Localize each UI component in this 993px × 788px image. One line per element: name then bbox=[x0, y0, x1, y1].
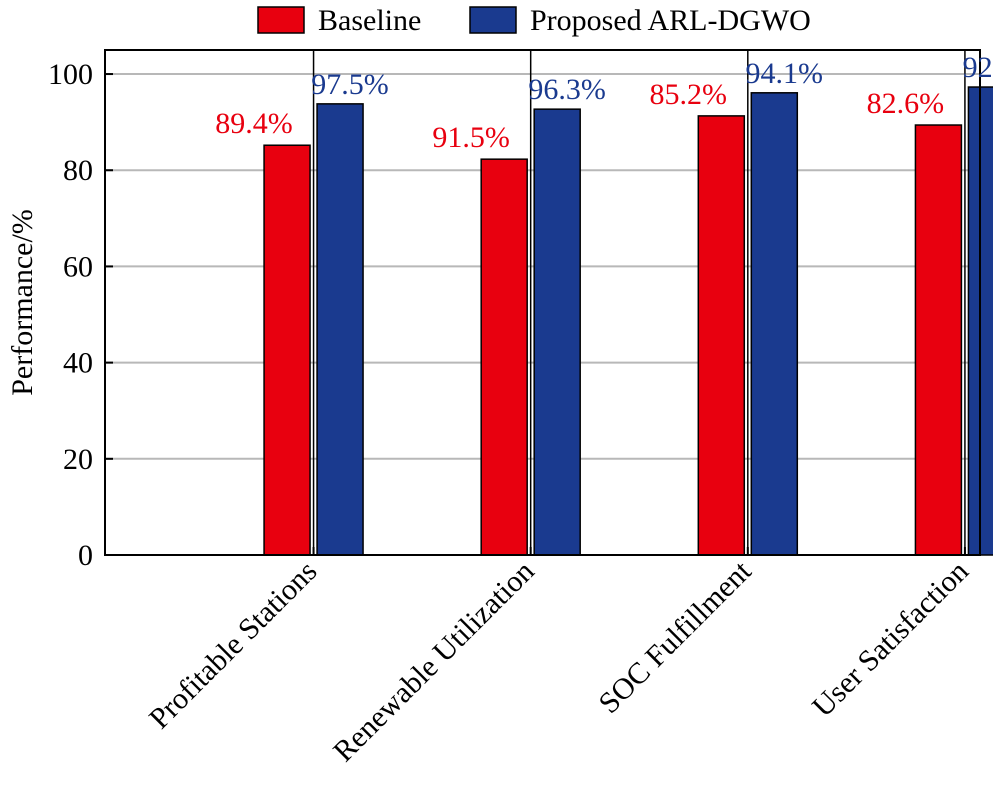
category-dividers bbox=[312, 50, 966, 555]
bar-proposed bbox=[533, 108, 581, 556]
y-axis-ticks: 0 20 40 60 80 100 bbox=[48, 58, 113, 572]
plot-frame bbox=[104, 49, 981, 556]
data-label-proposed: 94.1% bbox=[746, 57, 824, 90]
data-labels: 89.4% 97.5% 91.5% 96.3% 85.2% 94.1% 82.6% 92.7% bbox=[215, 51, 993, 154]
y-tick-label: 60 bbox=[63, 250, 93, 283]
x-category-label: User Satisfaction bbox=[806, 555, 975, 724]
bar-baseline bbox=[697, 115, 746, 556]
y-axis-title: Performance/% bbox=[6, 209, 39, 396]
data-label-proposed: 97.5% bbox=[311, 68, 389, 101]
legend-swatch-baseline bbox=[257, 6, 305, 34]
data-label-baseline: 85.2% bbox=[650, 78, 728, 111]
x-axis-category-labels: Profitable Stations Renewable Utilization… bbox=[143, 554, 975, 768]
bar-proposed bbox=[316, 103, 364, 556]
bar-baseline bbox=[914, 124, 963, 556]
data-label-baseline: 82.6% bbox=[867, 87, 945, 120]
y-tick-label: 0 bbox=[78, 539, 93, 572]
bar-proposed bbox=[750, 92, 799, 556]
legend-label-proposed: Proposed ARL-DGWO bbox=[530, 4, 811, 37]
bar-baseline bbox=[263, 144, 311, 556]
x-category-label: Renewable Utilization bbox=[327, 555, 541, 769]
data-label-proposed: 92.7% bbox=[963, 51, 993, 84]
x-category-label: Profitable Stations bbox=[143, 555, 324, 736]
y-tick-label: 40 bbox=[63, 347, 93, 380]
legend-label-baseline: Baseline bbox=[318, 4, 421, 37]
bar-baseline bbox=[480, 158, 528, 556]
legend-swatch-proposed bbox=[469, 6, 517, 34]
data-label-baseline: 89.4% bbox=[215, 107, 293, 140]
y-tick-label: 20 bbox=[63, 443, 93, 476]
data-label-proposed: 96.3% bbox=[528, 73, 606, 106]
y-tick-label: 100 bbox=[48, 58, 93, 91]
y-tick-label: 80 bbox=[63, 154, 93, 187]
data-label-baseline: 91.5% bbox=[432, 121, 510, 154]
x-category-label: SOC Fulfillment bbox=[592, 554, 758, 720]
legend: Baseline Proposed ARL-DGWO bbox=[257, 4, 811, 37]
bars bbox=[263, 86, 993, 556]
